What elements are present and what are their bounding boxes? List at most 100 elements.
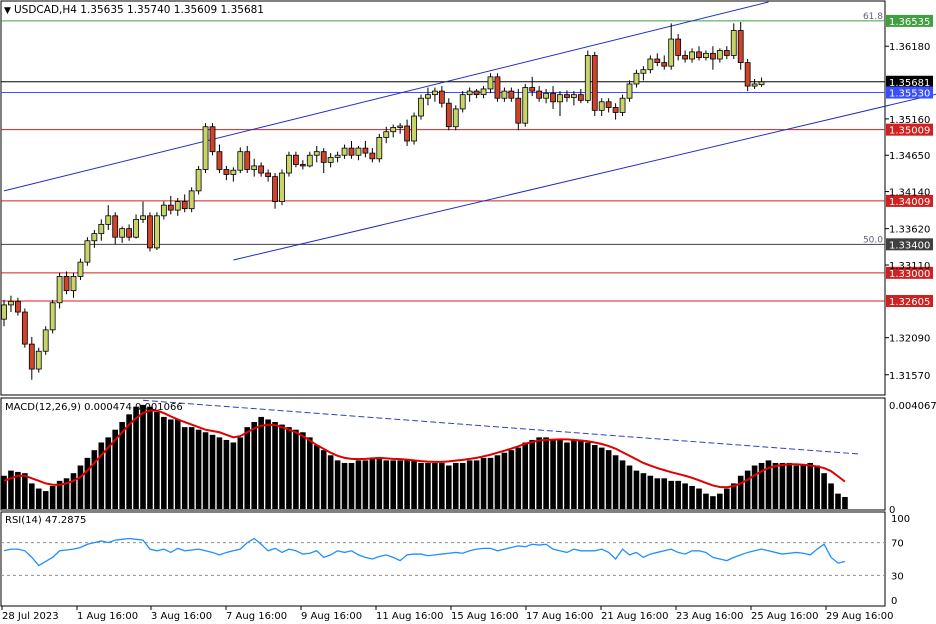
macd-bar [341,462,348,509]
price-tick-label: 1.33620 [889,225,930,236]
price-badge: 1.32605 [886,294,933,308]
macd-bar [383,460,390,509]
fib-level-label: 61.8 [863,12,883,22]
macd-bar [633,470,640,509]
candle-body [459,94,466,110]
candle [56,272,63,309]
candle-body [689,51,695,60]
candle-body [508,90,515,99]
candle [105,205,112,231]
macd-bar [835,493,841,509]
time-tick-label: 9 Aug 16:00 [301,611,362,622]
candle-body [313,151,320,156]
chart-arrow-icon[interactable]: ▼ [4,6,11,16]
candle-body [42,329,49,352]
candle [744,59,751,92]
candle-body [209,126,216,153]
macd-bar [390,460,396,509]
candle [237,147,244,174]
macd-bar [258,416,264,509]
time-tick-label: 11 Aug 16:00 [376,611,443,622]
price-badge: 1.35009 [886,123,933,137]
candle-body [376,137,383,160]
candle-body [244,151,251,170]
macd-bar [237,437,244,509]
macd-pane-title: MACD(12,26,9) 0.000474 0.001066 [5,402,183,413]
candle [411,112,417,145]
channel-lower-line[interactable] [233,91,936,261]
candle-body [501,90,508,99]
price-badge-label: 1.35009 [889,126,930,137]
macd-tick-label: 0 [889,505,895,516]
candle-body [14,300,21,313]
macd-trendline[interactable] [142,399,859,455]
macd-bar [480,457,487,509]
macd-bar [29,483,35,509]
candle [571,91,577,106]
macd-bar [550,439,556,509]
macd-bar [216,437,223,509]
candle-body [355,147,362,156]
candle-body [751,83,758,87]
candle-body [112,215,119,238]
candlesticks [1,21,765,380]
candle [258,162,265,177]
candle [42,326,49,355]
macd-bar [355,460,362,509]
channel-upper-line[interactable] [3,1,769,192]
candle-body [202,126,209,170]
macd-bar [689,485,695,509]
macd-bar [772,462,779,509]
rsi-pane-frame [0,511,886,607]
price-badge-box [886,238,933,251]
candle [334,151,341,163]
candle [251,158,258,177]
candle-body [723,50,730,56]
candle-body [140,215,146,220]
fib-level-label: 50.0 [863,235,883,245]
candle-body [730,30,737,56]
candle [362,140,369,158]
macd-bar [56,480,63,509]
candle-body [654,58,661,63]
candle [445,98,452,131]
price-badge: 1.35530 [886,86,933,100]
macd-bar [571,439,577,509]
candle-body [348,147,355,156]
macd-bar [821,473,827,509]
candle [431,87,438,102]
candle [466,87,473,102]
candle [612,103,619,120]
candle [605,98,612,113]
candle-body [320,151,327,163]
candle [355,145,362,161]
price-channel[interactable] [3,1,936,261]
candle-body [404,125,411,142]
rsi-tick-label: 30 [891,571,904,582]
candle-body [522,87,529,124]
candle [286,151,292,177]
price-tick-label: 1.32090 [889,334,930,345]
macd-bar [286,427,292,509]
macd-bar [501,452,508,509]
macd-bar [473,460,480,509]
candle-body [195,169,202,192]
candle-body [369,152,376,160]
candle-body [21,311,28,345]
candle [647,55,654,74]
candle-body [167,204,174,211]
price-tick-label: 1.34140 [889,188,930,199]
price-badge-label: 1.34009 [889,197,930,208]
macd-bar [119,422,125,509]
candle [140,201,146,223]
candle-body [425,94,431,99]
candle [682,50,688,63]
candle [452,105,459,131]
macd-bar [737,475,744,509]
price-badge: 1.35681 [886,75,933,89]
price-levels[interactable]: 61.8 50.0 [1,12,885,302]
candle-body [390,127,397,133]
candle [626,80,633,102]
candle [675,34,682,61]
candle-body [494,76,501,99]
